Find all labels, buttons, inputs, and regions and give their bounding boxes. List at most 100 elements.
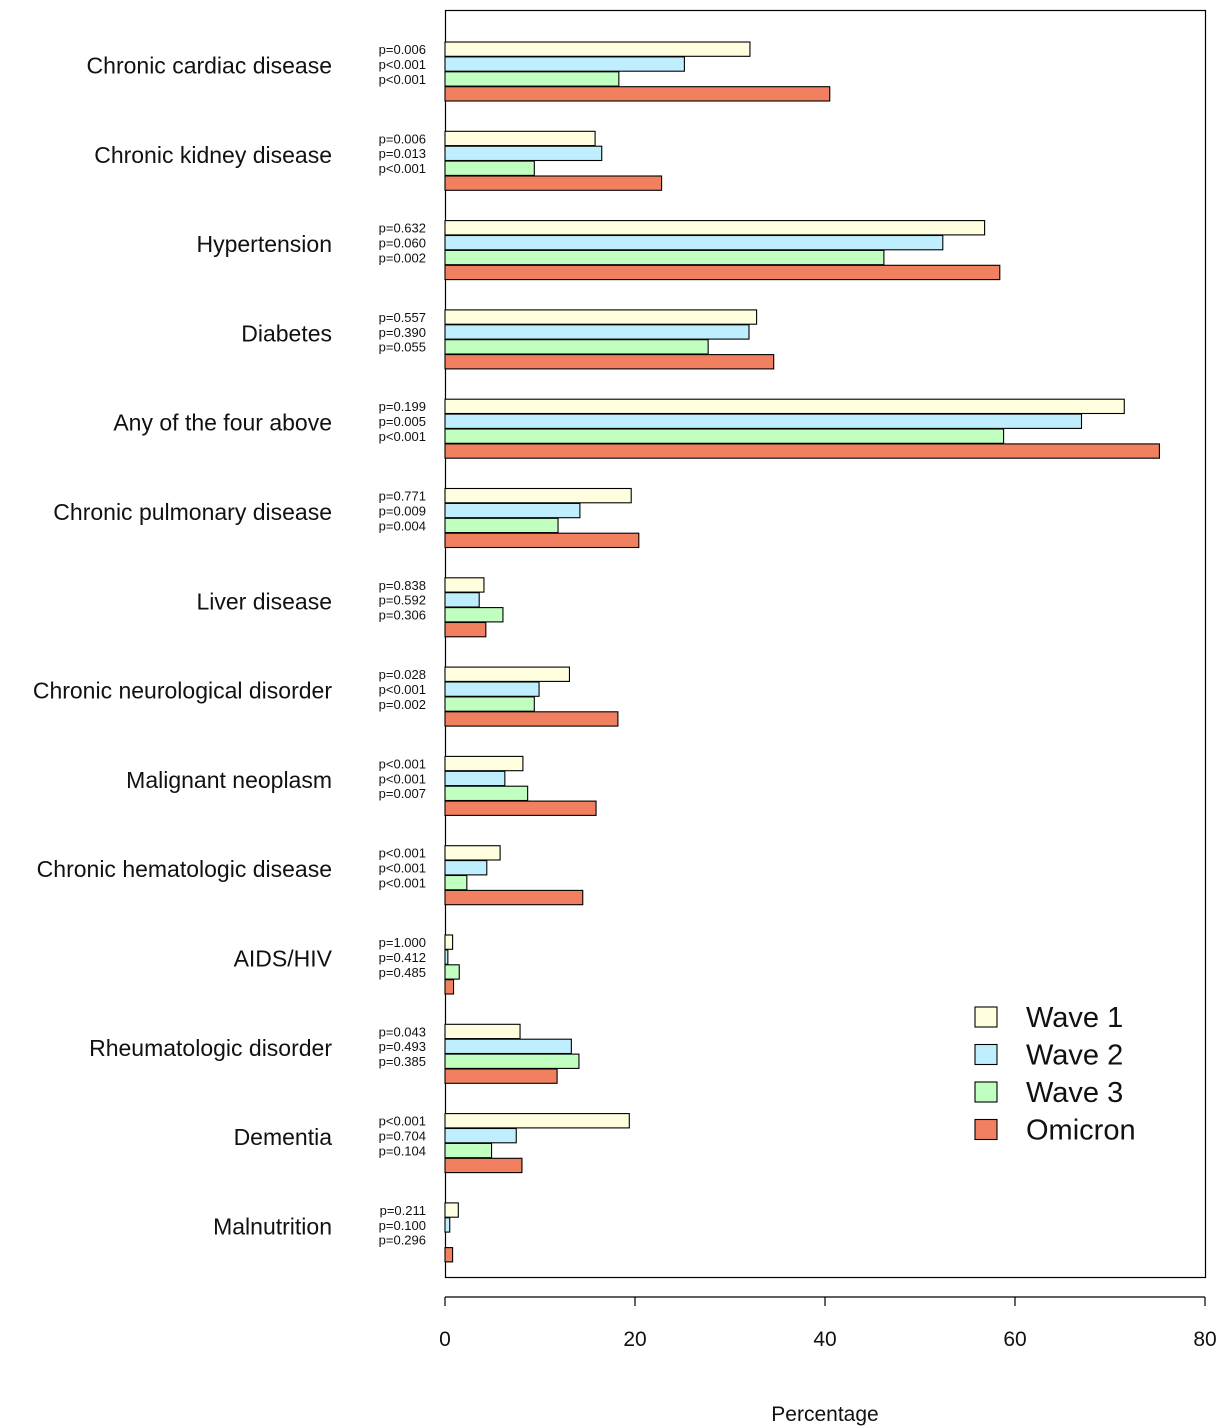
bar-omicron: [444, 889, 584, 906]
p-value-label: p=0.390: [379, 325, 426, 340]
category-label: Dementia: [234, 1124, 333, 1150]
legend-label: Wave 3: [1026, 1077, 1123, 1109]
legend-label: Wave 2: [1026, 1040, 1123, 1072]
legend: Wave 1 Wave 2 Wave 3 Omicron: [974, 1002, 1136, 1147]
category-label: Diabetes: [241, 320, 332, 346]
bar-wave-2: [444, 1217, 451, 1233]
p-value-label: p=0.771: [379, 489, 426, 504]
category-labels: Chronic cardiac disease Chronic kidney di…: [33, 53, 333, 1240]
p-value-label: p=0.028: [379, 667, 426, 682]
bar-wave-1: [444, 577, 485, 593]
p-value-label: p=0.838: [379, 578, 426, 593]
p-value-label: p=0.296: [379, 1233, 426, 1248]
bar-wave-1: [444, 130, 596, 147]
p-value-label: p<0.001: [379, 876, 426, 891]
legend-swatch: [974, 1081, 998, 1103]
p-value-label: p=0.100: [379, 1218, 426, 1233]
bar-wave-1: [444, 1202, 459, 1218]
bar-omicron: [444, 711, 619, 727]
legend-swatch: [974, 1006, 998, 1028]
bar-wave-3: [444, 517, 559, 534]
p-value-label: p=0.485: [379, 965, 426, 980]
p-value-label: p=0.060: [379, 236, 426, 251]
category-label: Any of the four above: [113, 410, 332, 436]
category-label: Chronic cardiac disease: [87, 53, 332, 79]
bar-wave-2: [444, 413, 1083, 429]
bar-wave-2: [444, 1038, 572, 1055]
bars-layer: [444, 41, 1160, 1263]
p-value-label: p<0.001: [379, 72, 426, 87]
legend-swatch: [974, 1043, 998, 1066]
bar-wave-2: [444, 324, 750, 340]
x-axis: 0 20 40 60 80: [439, 1296, 1217, 1351]
category-label: Hypertension: [196, 231, 332, 257]
category-label: Malnutrition: [213, 1213, 332, 1239]
bar-wave-2: [444, 592, 480, 608]
bar-wave-2: [444, 145, 603, 162]
bar-omicron: [444, 1068, 558, 1084]
p-value-label: p=0.199: [379, 399, 426, 414]
p-value-label: p=0.306: [379, 608, 426, 623]
p-value-labels: p=0.006p<0.001p<0.001p=0.006p=0.013p<0.0…: [379, 42, 426, 1248]
category-label: Chronic neurological disorder: [33, 678, 332, 704]
p-value-label: p=0.002: [379, 250, 426, 265]
p-value-label: p=0.412: [379, 950, 426, 965]
bar-wave-1: [444, 755, 524, 772]
bar-wave-3: [444, 249, 885, 266]
bar-wave-1: [444, 1113, 630, 1129]
bar-omicron: [444, 354, 775, 370]
legend-label: Omicron: [1026, 1115, 1136, 1147]
x-axis-title: Percentage: [771, 1403, 878, 1426]
category-label: Chronic kidney disease: [94, 142, 332, 168]
bar-wave-1: [444, 487, 632, 504]
bar-wave-1: [444, 309, 758, 325]
legend-swatch: [974, 1118, 998, 1141]
x-tick-label: 60: [1003, 1328, 1026, 1351]
x-tick-label: 0: [439, 1328, 451, 1351]
bar-wave-3: [444, 1142, 493, 1159]
bar-wave-3: [444, 874, 468, 891]
bar-wave-1: [444, 1023, 521, 1040]
category-label: Chronic pulmonary disease: [53, 499, 332, 525]
bar-omicron: [444, 532, 640, 549]
p-value-label: p=0.211: [380, 1203, 426, 1218]
bar-wave-3: [444, 964, 460, 980]
x-tick-label: 20: [623, 1328, 646, 1351]
p-value-label: p=0.385: [379, 1054, 426, 1069]
category-label: Rheumatologic disorder: [89, 1035, 332, 1061]
bar-wave-2: [444, 234, 944, 251]
bar-wave-3: [444, 71, 620, 87]
bar-omicron: [444, 264, 1001, 281]
bar-wave-3: [444, 428, 1005, 444]
p-value-label: p=0.006: [379, 42, 426, 57]
bar-omicron: [444, 1247, 454, 1263]
bar-wave-3: [444, 1053, 580, 1069]
p-value-label: p<0.001: [379, 1114, 426, 1129]
bar-wave-2: [444, 56, 685, 72]
bar-wave-3: [444, 607, 504, 623]
p-value-label: p=0.493: [379, 1039, 426, 1054]
p-value-label: p<0.001: [379, 846, 426, 861]
p-value-label: p<0.001: [379, 771, 426, 786]
bar-wave-1: [444, 666, 570, 682]
plot-frame: [444, 9, 1207, 1279]
bar-omicron: [444, 1157, 523, 1174]
bar-wave-1: [444, 934, 454, 950]
p-value-label: p=0.013: [379, 146, 426, 161]
category-label: AIDS/HIV: [234, 946, 333, 972]
p-value-label: p=0.006: [379, 131, 426, 146]
bar-omicron: [444, 175, 663, 191]
p-value-label: p<0.001: [379, 429, 426, 444]
p-value-label: p=0.043: [379, 1024, 426, 1039]
bar-wave-1: [444, 220, 986, 236]
bar-wave-3: [444, 160, 535, 176]
p-value-label: p=0.104: [379, 1143, 426, 1158]
bar-wave-1: [444, 845, 501, 861]
bar-omicron: [444, 86, 831, 102]
x-tick-label: 80: [1193, 1328, 1216, 1351]
bar-omicron: [444, 443, 1160, 459]
bar-omicron: [444, 979, 455, 995]
p-value-label: p<0.001: [379, 161, 426, 176]
p-value-label: p=0.009: [379, 503, 426, 518]
